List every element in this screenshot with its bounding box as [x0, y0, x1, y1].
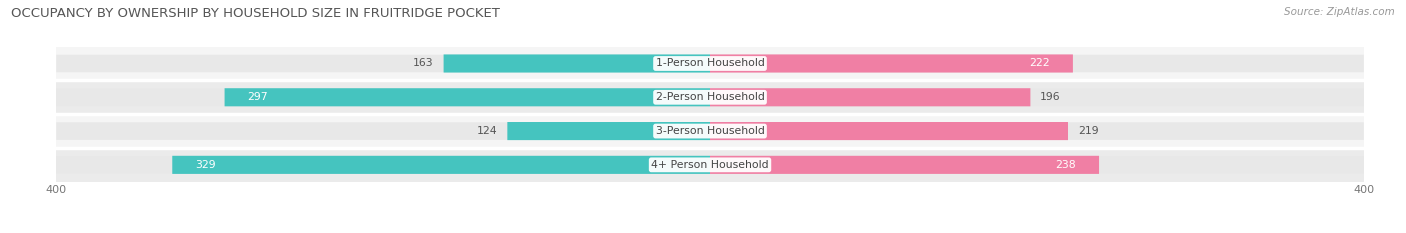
FancyBboxPatch shape	[508, 122, 710, 140]
Text: 238: 238	[1056, 160, 1076, 170]
FancyBboxPatch shape	[173, 156, 710, 174]
FancyBboxPatch shape	[56, 80, 1364, 114]
FancyBboxPatch shape	[56, 47, 1364, 80]
Text: 222: 222	[1029, 58, 1050, 69]
FancyBboxPatch shape	[225, 88, 710, 106]
FancyBboxPatch shape	[56, 55, 710, 72]
FancyBboxPatch shape	[56, 122, 710, 140]
Legend: Owner-occupied, Renter-occupied: Owner-occupied, Renter-occupied	[592, 231, 828, 233]
Text: 163: 163	[413, 58, 434, 69]
FancyBboxPatch shape	[710, 55, 1364, 72]
FancyBboxPatch shape	[444, 55, 710, 72]
Text: 196: 196	[1040, 92, 1060, 102]
Text: OCCUPANCY BY OWNERSHIP BY HOUSEHOLD SIZE IN FRUITRIDGE POCKET: OCCUPANCY BY OWNERSHIP BY HOUSEHOLD SIZE…	[11, 7, 501, 20]
Text: Source: ZipAtlas.com: Source: ZipAtlas.com	[1284, 7, 1395, 17]
FancyBboxPatch shape	[56, 89, 710, 106]
FancyBboxPatch shape	[710, 156, 1364, 174]
Text: 1-Person Household: 1-Person Household	[655, 58, 765, 69]
Text: 329: 329	[195, 160, 215, 170]
FancyBboxPatch shape	[710, 55, 1073, 72]
FancyBboxPatch shape	[710, 88, 1031, 106]
FancyBboxPatch shape	[710, 122, 1069, 140]
FancyBboxPatch shape	[56, 156, 710, 174]
Text: 4+ Person Household: 4+ Person Household	[651, 160, 769, 170]
FancyBboxPatch shape	[56, 148, 1364, 182]
Text: 297: 297	[247, 92, 269, 102]
Text: 2-Person Household: 2-Person Household	[655, 92, 765, 102]
Text: 3-Person Household: 3-Person Household	[655, 126, 765, 136]
FancyBboxPatch shape	[710, 156, 1099, 174]
FancyBboxPatch shape	[56, 114, 1364, 148]
Text: 219: 219	[1078, 126, 1098, 136]
FancyBboxPatch shape	[710, 89, 1364, 106]
FancyBboxPatch shape	[710, 122, 1364, 140]
Text: 124: 124	[477, 126, 498, 136]
